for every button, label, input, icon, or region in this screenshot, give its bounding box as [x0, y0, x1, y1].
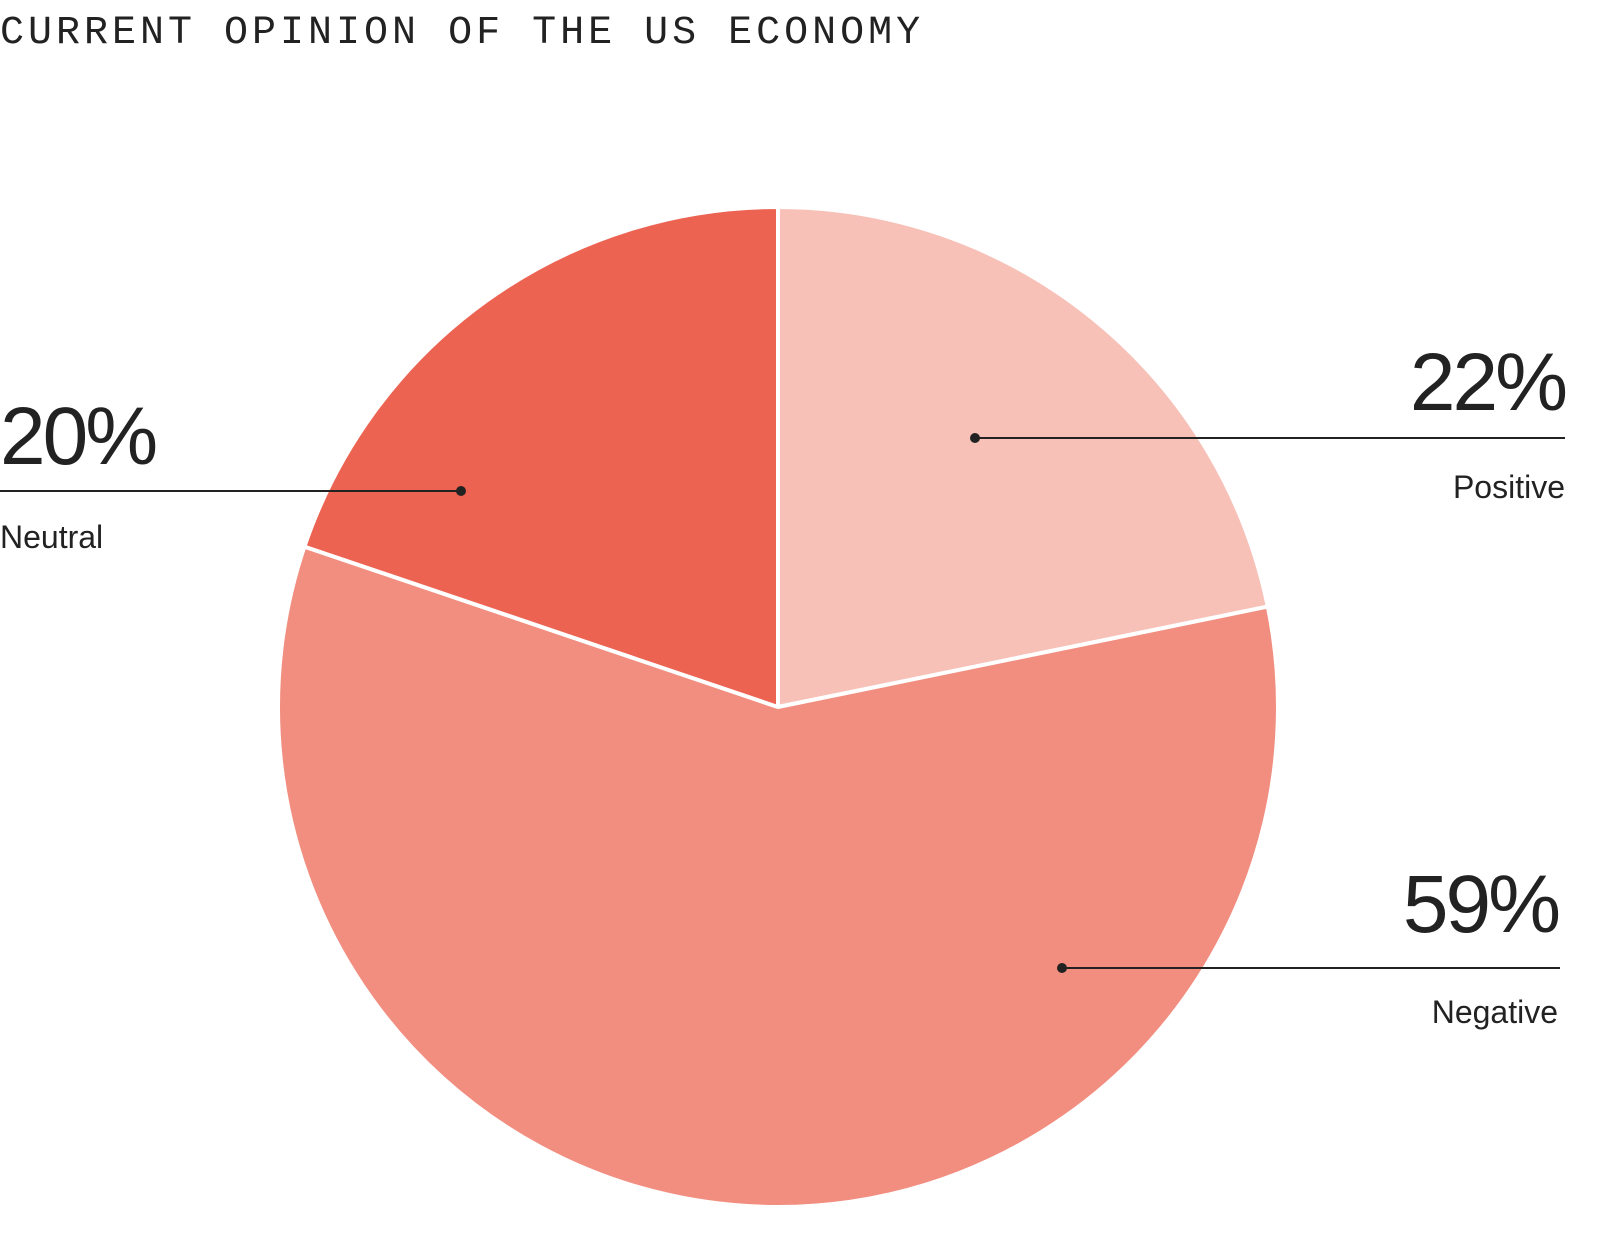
- pie-slice: [276, 544, 1280, 1209]
- leader-dot: [1057, 963, 1067, 973]
- value-label: 59%: [1403, 859, 1558, 950]
- leader-dot: [970, 433, 980, 443]
- category-label: Negative: [1432, 994, 1558, 1030]
- value-label: 22%: [1410, 337, 1565, 428]
- category-label: Positive: [1453, 469, 1565, 505]
- pie-slice: [776, 205, 1270, 709]
- value-label: 20%: [0, 391, 155, 482]
- chart-title: CURRENT OPINION OF THE US ECONOMY: [0, 11, 924, 56]
- category-label: Neutral: [0, 519, 103, 555]
- pie-slice: [302, 205, 780, 709]
- leader-dot: [456, 486, 466, 496]
